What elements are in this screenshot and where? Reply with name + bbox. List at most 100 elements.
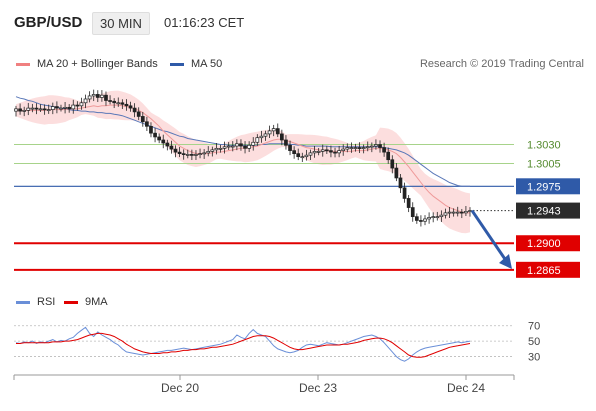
rsi-line — [15, 326, 471, 362]
candle-body — [198, 153, 202, 155]
candle-body — [18, 108, 22, 112]
candle-body — [394, 167, 399, 179]
candle-body — [161, 139, 166, 144]
candle-body — [251, 141, 256, 146]
candle-body — [296, 153, 301, 158]
forecast-arrow-head — [499, 254, 512, 270]
legend-label-bollinger: MA 20 + Bollinger Bands — [37, 58, 158, 70]
candle-body — [128, 105, 133, 109]
legend-item-rsi: RSI — [16, 296, 55, 308]
forecast-arrow-shaft — [470, 209, 509, 263]
candle-body — [341, 148, 346, 151]
rsi-tick-label: 50 — [528, 336, 540, 348]
candle-body — [46, 109, 51, 111]
x-tick-label: Dec 24 — [447, 381, 485, 395]
candle-body — [104, 94, 108, 101]
candle-body — [451, 211, 456, 214]
candle-body — [173, 148, 178, 153]
candle-body — [320, 149, 325, 152]
candle-body — [414, 216, 419, 221]
candle-body — [280, 133, 284, 141]
candle-body — [300, 156, 305, 159]
candle-body — [443, 212, 448, 216]
level-label-4: 1.2865 — [527, 265, 561, 277]
candle-body — [349, 147, 354, 149]
candle-body — [337, 150, 341, 154]
x-tick-label: Dec 23 — [299, 381, 337, 395]
candles-group — [14, 89, 472, 227]
candle-body — [423, 218, 427, 222]
level-label-0: 1.3030 — [527, 140, 561, 152]
symbol-label: GBP/USD — [14, 14, 83, 31]
candle-body — [132, 107, 137, 113]
legend-item-9ma: 9MA — [64, 296, 108, 308]
candle-body — [83, 98, 88, 104]
candle-body — [284, 139, 288, 146]
level-label-3: 1.2900 — [527, 238, 561, 250]
candle-body — [333, 151, 337, 154]
candle-body — [67, 106, 72, 110]
candle-body — [26, 107, 31, 111]
candle-body — [149, 125, 153, 134]
candle-body — [324, 149, 329, 152]
candle-body — [181, 153, 186, 155]
candle-body — [63, 106, 67, 109]
ma20-line — [16, 104, 470, 214]
candle-body — [345, 147, 350, 150]
candle-body — [124, 103, 129, 107]
candle-body — [136, 111, 141, 117]
candle-body — [464, 211, 468, 214]
candle-body — [120, 102, 125, 105]
candle-body — [271, 128, 276, 132]
last-price-label: 1.2943 — [527, 206, 561, 218]
candle-body — [194, 154, 198, 156]
candle-body — [190, 154, 194, 156]
rsi-ma9-line — [16, 332, 471, 358]
candle-body — [34, 107, 39, 110]
candle-body — [308, 152, 313, 156]
candle-body — [177, 151, 182, 154]
timeframe-button[interactable]: 30 MIN — [92, 12, 150, 35]
level-tag-2 — [516, 178, 580, 195]
candle-body — [100, 94, 104, 98]
candle-body — [431, 216, 436, 219]
level-label-2: 1.2975 — [527, 181, 561, 193]
candle-body — [153, 132, 157, 138]
candle-body — [447, 211, 452, 214]
credit-label: Research © 2019 Trading Central — [419, 58, 584, 70]
candle-body — [398, 177, 403, 189]
x-tick-label: Dec 20 — [161, 381, 199, 395]
candle-body — [14, 108, 18, 112]
candle-body — [165, 142, 170, 147]
level-tag-3 — [516, 235, 580, 252]
candle-body — [288, 144, 292, 151]
candle-body — [145, 121, 149, 127]
candle-body — [353, 147, 358, 149]
candle-body — [59, 107, 63, 110]
candle-body — [30, 107, 35, 110]
candle-body — [304, 154, 309, 158]
candle-body — [71, 104, 76, 110]
candle-body — [218, 147, 223, 150]
candle-body — [406, 198, 411, 208]
candle-body — [91, 94, 96, 97]
chart-header: GBP/USD 30 MIN 01:16:23 CET — [0, 0, 596, 48]
candle-body — [427, 217, 431, 220]
last-price-tag — [516, 202, 580, 219]
candle-body — [230, 145, 235, 148]
candle-body — [108, 100, 112, 102]
bollinger-band — [16, 90, 470, 234]
candle-body — [439, 214, 444, 218]
candle-body — [329, 150, 333, 153]
candle-body — [435, 216, 440, 219]
candle-body — [316, 151, 321, 153]
candle-body — [157, 136, 162, 141]
ma50-line — [15, 96, 470, 187]
rsi-swatch — [16, 300, 30, 304]
candle-body — [247, 144, 251, 149]
ma50-swatch — [170, 62, 184, 66]
legend-item-ma50: MA 50 — [170, 58, 222, 70]
candle-body — [459, 211, 464, 214]
candle-body — [222, 146, 227, 149]
